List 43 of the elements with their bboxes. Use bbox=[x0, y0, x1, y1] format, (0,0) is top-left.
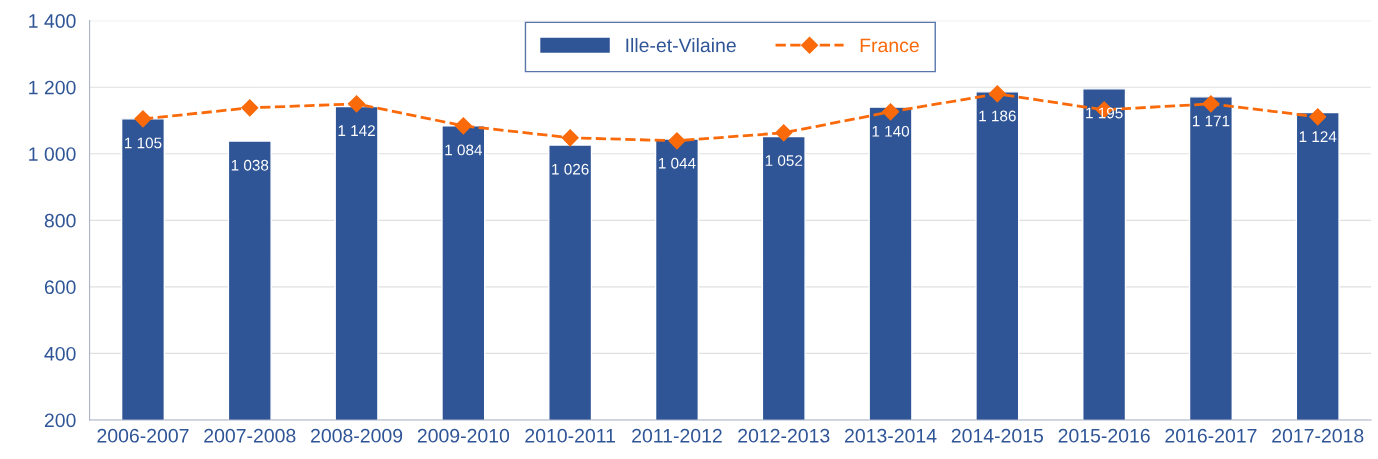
x-tick-label: 2016-2017 bbox=[1165, 428, 1257, 443]
x-tick-label: 2011-2012 bbox=[632, 428, 722, 443]
point bbox=[668, 132, 686, 150]
x-tick-label: 2014-2015 bbox=[951, 428, 1044, 443]
x-tick-label: 2006-2007 bbox=[97, 428, 189, 443]
point bbox=[454, 117, 472, 135]
data-label: 1 105 bbox=[125, 137, 162, 149]
x-tick-label: 2009-2010 bbox=[417, 428, 510, 443]
y-tick-label: 200 bbox=[44, 413, 76, 428]
data-label: 1 124 bbox=[1299, 131, 1337, 142]
point bbox=[561, 129, 579, 147]
legend-label: France bbox=[860, 38, 919, 53]
y-tick-label: 600 bbox=[44, 280, 76, 295]
y-tick-label: 1 400 bbox=[29, 14, 76, 28]
y-tick-label: 1 000 bbox=[29, 147, 76, 161]
x-tick-label: 2010-2011 bbox=[525, 428, 615, 443]
x-tick-label: 2015-2016 bbox=[1058, 428, 1150, 443]
data-label: 1 142 bbox=[338, 125, 375, 136]
data-label: 1 186 bbox=[979, 110, 1016, 122]
data-label: 1 052 bbox=[765, 155, 803, 166]
x-tick-label: 2013-2014 bbox=[845, 428, 937, 443]
legend-label: Ille-et-Vilaine bbox=[626, 37, 736, 53]
data-label: 1 171 bbox=[1192, 115, 1230, 127]
data-label: 1 044 bbox=[658, 157, 696, 169]
y-tick-label: 400 bbox=[44, 346, 76, 361]
point bbox=[134, 110, 152, 128]
data-label: 1 140 bbox=[872, 125, 910, 137]
point bbox=[1309, 108, 1327, 126]
y-tick-label: 1 200 bbox=[29, 80, 76, 95]
data-label: 1 026 bbox=[552, 163, 589, 175]
y-tick-label: 800 bbox=[44, 213, 76, 228]
x-tick-label: 2008-2009 bbox=[311, 428, 403, 443]
data-label: 1 084 bbox=[445, 144, 483, 156]
point bbox=[988, 85, 1006, 103]
point bbox=[881, 103, 900, 121]
point bbox=[775, 124, 793, 142]
point bbox=[348, 95, 366, 113]
x-tick-label: 2012-2013 bbox=[738, 428, 830, 443]
x-tick-label: 2017-2018 bbox=[1272, 428, 1364, 443]
x-tick-label: 2007-2008 bbox=[204, 428, 296, 443]
point bbox=[241, 99, 259, 117]
point bbox=[1202, 95, 1220, 113]
data-label: 1 038 bbox=[231, 159, 269, 171]
